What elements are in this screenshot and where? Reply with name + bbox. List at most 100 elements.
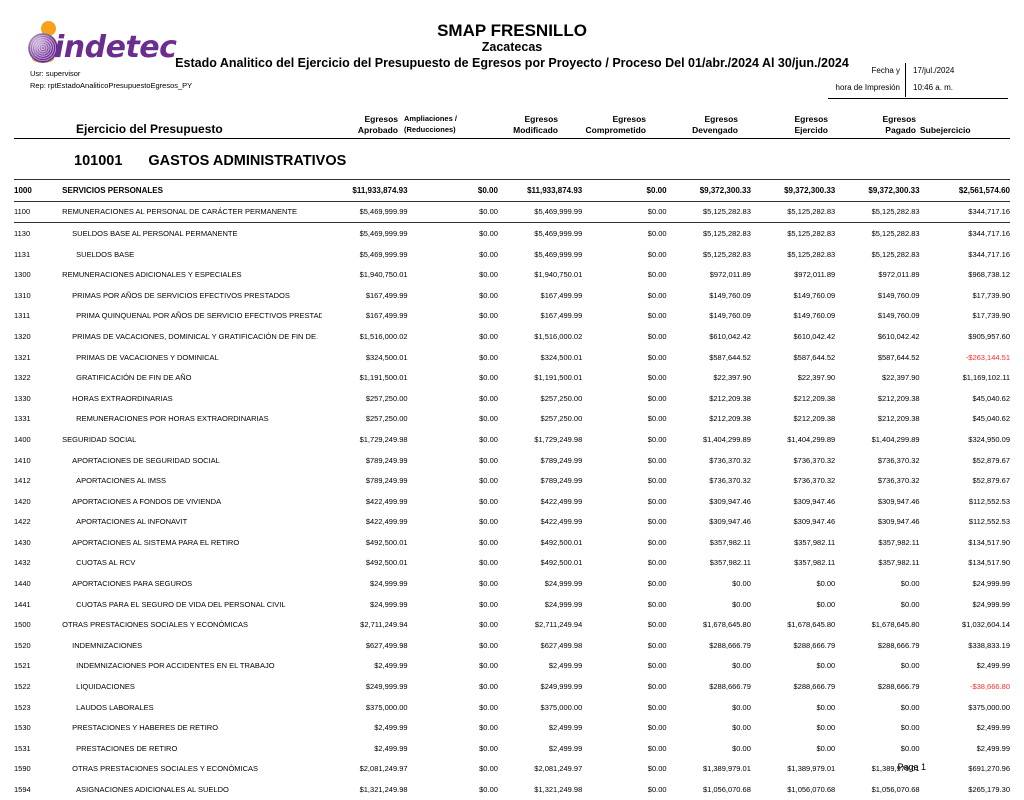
row-modificado: $5,469,999.99 — [534, 249, 583, 259]
row-pagado: $736,370.32 — [877, 476, 920, 486]
row-devengado: $1,678,645.80 — [702, 620, 751, 630]
row-description: INDEMNIZACIONES — [72, 640, 143, 650]
row-ampliaciones: $0.00 — [479, 249, 498, 259]
row-devengado: $0.00 — [732, 661, 751, 671]
row-subejercicio: $2,499.99 — [976, 723, 1010, 733]
row-code: 1531 — [14, 743, 31, 753]
row-pagado: $0.00 — [900, 661, 920, 671]
row-aprobado: $422,499.99 — [365, 517, 408, 527]
row-modificado: $492,500.01 — [540, 537, 583, 547]
row-aprobado: $5,469,999.99 — [359, 228, 408, 238]
row-aprobado: $24,999.99 — [370, 599, 408, 609]
table-row: 1531 PRESTACIONES DE RETIRO $2,499.99 $0.00… — [14, 738, 1010, 759]
row-comprometido: $0.00 — [647, 270, 667, 280]
row-subejercicio: $2,499.99 — [976, 661, 1010, 671]
row-ejercido: $1,389,979.01 — [787, 764, 836, 774]
row-comprometido: $0.00 — [647, 434, 667, 444]
row-ampliaciones: $0.00 — [479, 455, 498, 465]
row-modificado: $375,000.00 — [540, 702, 583, 712]
row-pagado: $22,397.90 — [882, 373, 920, 383]
table-row: 1523 LAUDOS LABORALES $375,000.00 $0.00 $375… — [14, 697, 1010, 718]
row-ejercido: $149,760.09 — [793, 290, 836, 300]
table-row: 1590 OTRAS PRESTACIONES SOCIALES Y ECONÓM… — [14, 759, 1010, 780]
row-subejercicio: $968,738.12 — [968, 270, 1010, 280]
row-modificado: $1,516,000.02 — [534, 331, 583, 341]
table-row: 1000 SERVICIOS PERSONALES $11,933,874.93 $0… — [14, 179, 1010, 202]
row-code: 1430 — [14, 537, 31, 547]
row-description: HORAS EXTRAORDINARIAS — [72, 393, 173, 403]
table-row: 1322 GRATIFICACIÓN DE FIN DE AÑO $1,191,50… — [14, 367, 1010, 388]
row-description: OTRAS PRESTACIONES SOCIALES Y ECONÓMICAS — [72, 764, 259, 774]
row-ampliaciones: $0.00 — [479, 702, 498, 712]
row-modificado: $789,249.99 — [540, 476, 583, 486]
row-aprobado: $2,081,249.97 — [359, 764, 408, 774]
row-subejercicio: $112,552.53 — [968, 517, 1010, 527]
row-devengado: $0.00 — [732, 723, 751, 733]
column-header-ejercido: Egresos Ejercido — [794, 114, 828, 135]
row-code: 1331 — [14, 414, 31, 424]
row-pagado: $9,372,300.33 — [835, 179, 920, 202]
row-aprobado: $627,499.98 — [365, 640, 408, 650]
row-ejercido: $212,209.38 — [793, 393, 836, 403]
row-pagado: $736,370.32 — [877, 455, 920, 465]
row-ejercido: $5,125,282.83 — [787, 228, 836, 238]
table-row: 1432 CUOTAS AL RCV $492,500.01 $0.00 $492,50… — [14, 553, 1010, 574]
row-code: 1523 — [14, 702, 31, 712]
report-title: Estado Analitico del Ejercicio del Presu… — [175, 56, 849, 70]
row-ejercido: $1,678,645.80 — [787, 620, 836, 630]
column-header-pagado: Egresos Pagado — [882, 114, 916, 135]
table-row: 1311 PRIMA QUINQUENAL POR AÑOS DE SERVICI… — [14, 306, 1010, 327]
row-devengado: $309,947.46 — [709, 517, 751, 527]
row-subejercicio: $134,517.90 — [968, 558, 1010, 568]
row-devengado: $9,372,300.33 — [666, 179, 751, 202]
row-aprobado: $1,321,249.98 — [359, 785, 408, 795]
row-modificado: $422,499.99 — [540, 496, 583, 506]
row-subejercicio: $324,950.09 — [968, 434, 1010, 444]
row-devengado: $0.00 — [732, 702, 751, 712]
row-modificado: $249,999.99 — [540, 682, 583, 692]
row-devengado: $1,404,299.89 — [702, 434, 751, 444]
row-code: 1321 — [14, 352, 31, 362]
print-date-row: Fecha y 17/jul./2024 — [828, 63, 1008, 80]
row-ampliaciones: $0.00 — [479, 661, 498, 671]
row-comprometido: $0.00 — [647, 311, 667, 321]
row-description-text: PRIMA QUINQUENAL POR AÑOS DE SERVICIO EF… — [76, 311, 323, 321]
row-comprometido: $0.00 — [647, 373, 667, 383]
row-ejercido: $0.00 — [816, 599, 836, 609]
row-devengado: $1,056,070.68 — [702, 785, 751, 795]
row-description: APORTACIONES DE SEGURIDAD SOCIAL — [72, 455, 220, 465]
table-row: 1100 REMUNERACIONES AL PERSONAL DE CARÁCT… — [14, 201, 1010, 224]
logo-sphere-icon — [28, 33, 58, 63]
row-modificado: $422,499.99 — [540, 517, 583, 527]
row-pagado: $587,644.52 — [877, 352, 920, 362]
row-code: 1310 — [14, 290, 31, 300]
row-modificado: $5,469,999.99 — [497, 201, 583, 224]
row-modificado: $24,999.99 — [544, 579, 583, 589]
row-modificado: $1,729,249.98 — [534, 434, 583, 444]
row-ejercido: $0.00 — [816, 702, 836, 712]
row-ejercido: $587,644.52 — [793, 352, 836, 362]
user-line: Usr: supervisor — [30, 69, 81, 78]
row-comprometido: $0.00 — [647, 517, 667, 527]
row-description: PRESTACIONES DE RETIRO — [76, 743, 178, 753]
table-row: 1310 PRIMAS POR AÑOS DE SERVICIOS EFECTIV… — [14, 285, 1010, 306]
budget-table-body: 1000 SERVICIOS PERSONALES $11,933,874.93 $0… — [14, 179, 1010, 800]
row-ejercido: $972,011.89 — [794, 270, 836, 280]
row-description: INDEMNIZACIONES POR ACCIDENTES EN EL TRA… — [76, 661, 275, 671]
row-description: SERVICIOS PERSONALES — [54, 179, 324, 202]
row-devengado: $5,125,282.83 — [666, 201, 751, 224]
row-pagado: $288,666.79 — [877, 682, 920, 692]
table-row: 1412 APORTACIONES AL IMSS $789,249.99 $0.00… — [14, 470, 1010, 491]
row-subejercicio: $112,552.53 — [968, 496, 1010, 506]
row-ampliaciones: $0.00 — [479, 743, 498, 753]
row-description: SUELDOS BASE AL PERSONAL PERMANENTE — [72, 228, 238, 238]
row-ampliaciones: $0.00 — [479, 723, 498, 733]
row-aprobado: $789,249.99 — [365, 476, 408, 486]
row-comprometido: $0.00 — [582, 179, 667, 202]
print-stamp: Fecha y 17/jul./2024 hora de Impresión 1… — [828, 63, 1008, 99]
row-pagado: $1,056,070.68 — [871, 785, 920, 795]
table-row: 1321 PRIMAS DE VACACIONES Y DOMINICAL $324… — [14, 347, 1010, 368]
column-header-comprometido: Egresos Comprometido — [585, 114, 646, 135]
row-devengado: $22,397.90 — [713, 373, 751, 383]
row-pagado: $1,404,299.89 — [871, 434, 920, 444]
